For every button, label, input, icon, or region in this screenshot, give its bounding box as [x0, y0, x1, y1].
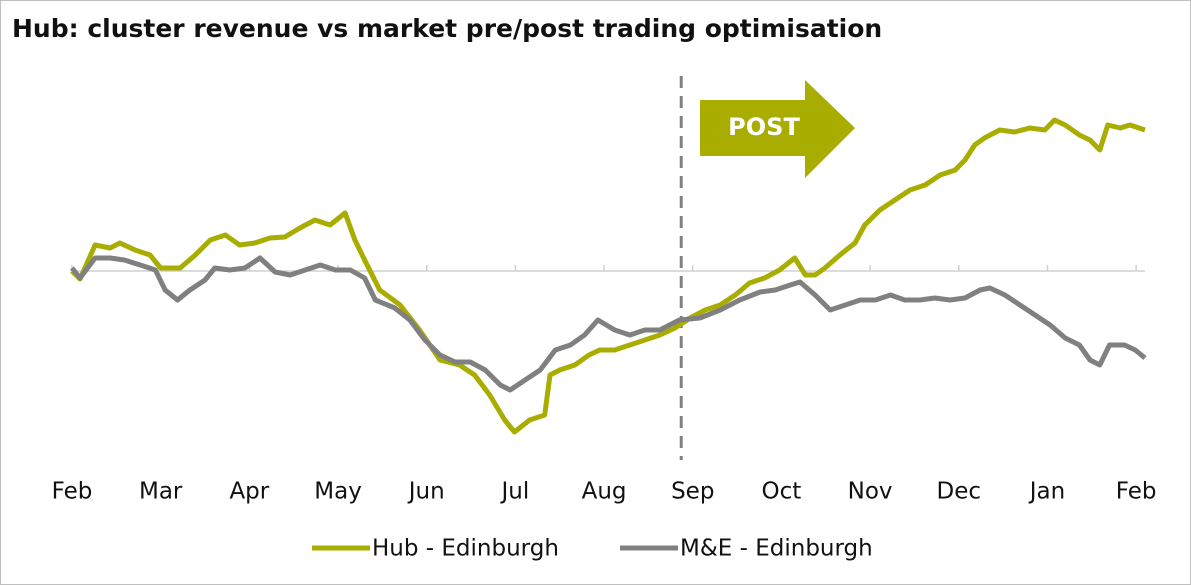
- x-tick-label: Jun: [407, 479, 445, 505]
- x-tick-label: Feb: [52, 479, 93, 505]
- legend-label: Hub - Edinburgh: [372, 536, 559, 562]
- series-line: [70, 255, 1147, 393]
- x-tick-label: Mar: [139, 479, 183, 505]
- chart-title: Hub: cluster revenue vs market pre/post …: [12, 14, 882, 43]
- x-tick-label: Feb: [1116, 479, 1157, 505]
- x-tick-label: Sep: [671, 479, 714, 505]
- x-tick-label: Oct: [762, 479, 802, 505]
- x-tick-label: Jan: [1028, 479, 1065, 505]
- legend-label: M&E - Edinburgh: [680, 536, 873, 562]
- x-tick-label: Nov: [848, 479, 893, 505]
- x-tick-label: May: [314, 479, 362, 505]
- series-line: [70, 117, 1146, 435]
- x-tick-label: Aug: [582, 479, 627, 505]
- x-tick-label: Apr: [229, 479, 269, 505]
- post-arrow: [700, 80, 855, 178]
- x-tick-label: Jul: [500, 479, 530, 505]
- x-tick-label: Dec: [937, 479, 982, 505]
- annotation: POST: [728, 113, 800, 141]
